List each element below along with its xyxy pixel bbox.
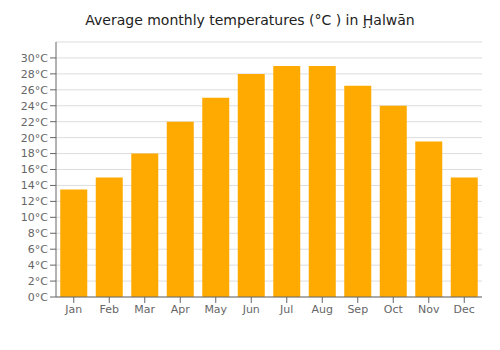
svg-text:2°C: 2°C <box>28 275 48 288</box>
svg-text:Dec: Dec <box>454 303 475 316</box>
svg-text:4°C: 4°C <box>28 259 48 272</box>
svg-text:28°C: 28°C <box>21 68 48 81</box>
svg-text:Oct: Oct <box>384 303 404 316</box>
svg-text:20°C: 20°C <box>21 132 48 145</box>
svg-text:24°C: 24°C <box>21 100 48 113</box>
svg-text:Apr: Apr <box>171 303 191 316</box>
svg-text:26°C: 26°C <box>21 84 48 97</box>
svg-text:Nov: Nov <box>418 303 440 316</box>
html-text:Average monthly temperatures (: Average monthly temperatures (°C ) in Ḩ̣… <box>85 12 415 28</box>
svg-text:14°C: 14°C <box>21 179 48 192</box>
svg-text:Jun: Jun <box>242 303 260 316</box>
svg-text:Jul: Jul <box>279 303 293 316</box>
svg-text:Sep: Sep <box>347 303 368 316</box>
svg-text:May: May <box>204 303 227 316</box>
svg-text:30°C: 30°C <box>21 52 48 65</box>
svg-text:10°C: 10°C <box>21 211 48 224</box>
svg-text:Mar: Mar <box>134 303 155 316</box>
svg-text:0°C: 0°C <box>28 291 48 304</box>
svg-text:Aug: Aug <box>312 303 333 316</box>
svg-text:18°C: 18°C <box>21 147 48 160</box>
svg-text:22°C: 22°C <box>21 116 48 129</box>
svg-text:Jan: Jan <box>64 303 82 316</box>
svg-text:8°C: 8°C <box>28 227 48 240</box>
svg-text:12°C: 12°C <box>21 195 48 208</box>
svg-text:16°C: 16°C <box>21 163 48 176</box>
svg-text:6°C: 6°C <box>28 243 48 256</box>
svg-text:Feb: Feb <box>100 303 119 316</box>
